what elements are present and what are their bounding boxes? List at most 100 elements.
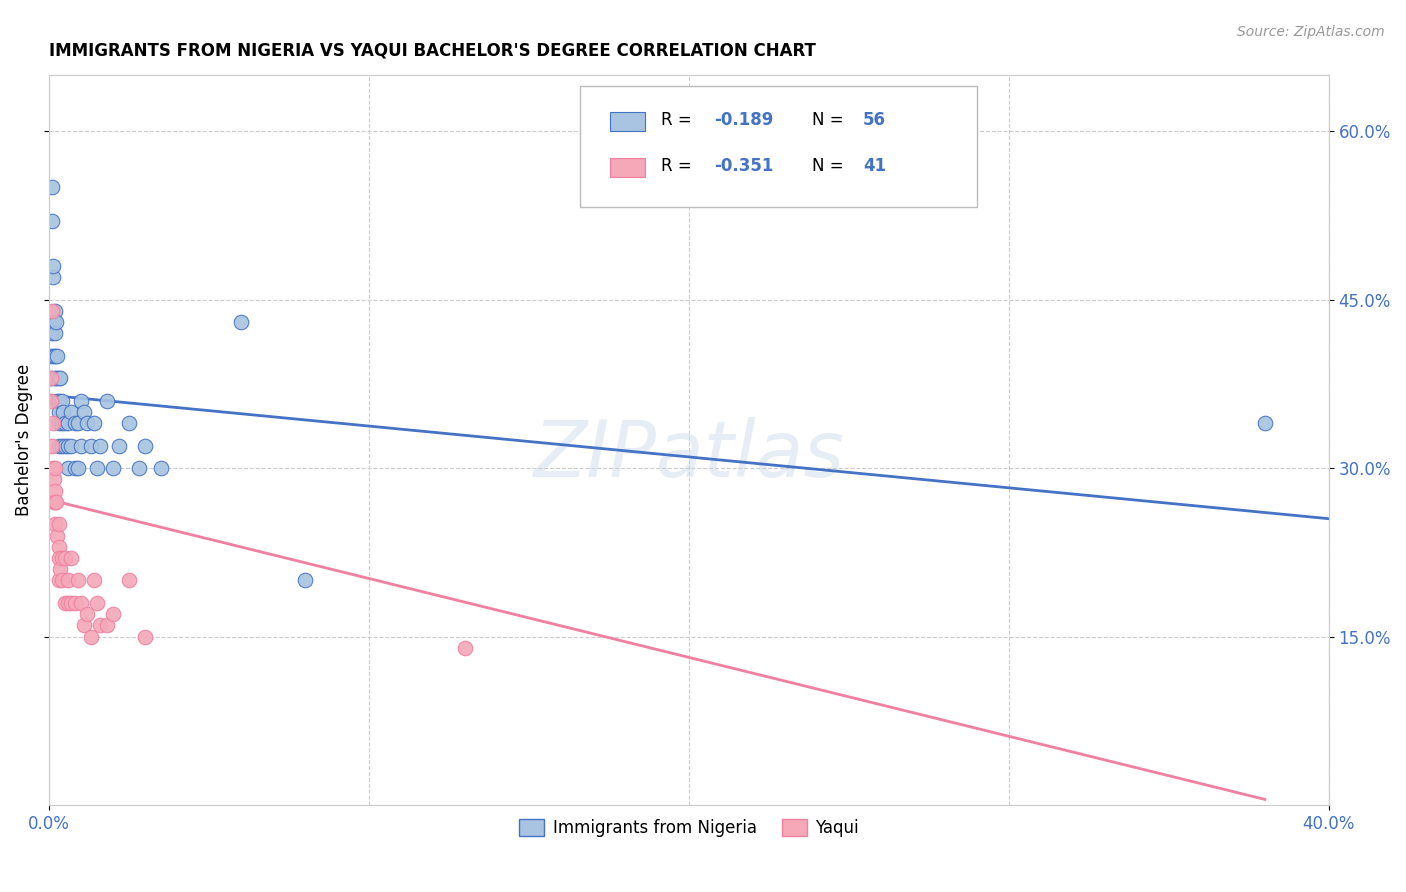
Text: 56: 56	[863, 112, 886, 129]
Point	[42, 461, 65, 475]
Point	[44, 461, 66, 475]
Point	[39, 349, 62, 363]
Point	[44, 517, 66, 532]
Point	[48, 551, 70, 566]
Point	[51, 417, 73, 431]
Point	[60, 439, 83, 453]
Text: IMMIGRANTS FROM NIGERIA VS YAQUI BACHELOR'S DEGREE CORRELATION CHART: IMMIGRANTS FROM NIGERIA VS YAQUI BACHELO…	[49, 42, 815, 60]
Point	[108, 439, 131, 453]
Point	[49, 562, 72, 576]
Point	[48, 517, 70, 532]
Point	[66, 417, 89, 431]
Point	[39, 371, 62, 385]
Point	[41, 180, 63, 194]
Point	[134, 439, 156, 453]
Point	[48, 439, 70, 453]
Point	[83, 574, 105, 588]
Point	[45, 495, 67, 509]
Point	[48, 371, 70, 385]
Bar	[610, 158, 645, 177]
Point	[60, 551, 83, 566]
Point	[101, 461, 124, 475]
Point	[42, 495, 65, 509]
Point	[42, 472, 65, 486]
Point	[118, 417, 141, 431]
Text: N =: N =	[811, 157, 849, 176]
Point	[51, 439, 73, 453]
Point	[70, 393, 93, 408]
Point	[44, 304, 66, 318]
Point	[76, 607, 98, 621]
Point	[51, 393, 73, 408]
Point	[42, 270, 65, 285]
Point	[56, 596, 79, 610]
Point	[46, 393, 69, 408]
Point	[63, 461, 86, 475]
Point	[134, 630, 156, 644]
Point	[45, 315, 67, 329]
Point	[48, 417, 70, 431]
Point	[73, 405, 96, 419]
Point	[41, 326, 63, 341]
Point	[42, 349, 65, 363]
Point	[79, 439, 101, 453]
Text: N =: N =	[811, 112, 849, 129]
Point	[56, 461, 79, 475]
Point	[42, 315, 65, 329]
Point	[1254, 417, 1277, 431]
Point	[76, 417, 98, 431]
Point	[454, 640, 477, 655]
Point	[63, 596, 86, 610]
Point	[294, 574, 316, 588]
Point	[41, 214, 63, 228]
Point	[48, 393, 70, 408]
Point	[66, 461, 89, 475]
Point	[66, 574, 89, 588]
Point	[39, 393, 62, 408]
Point	[41, 304, 63, 318]
Legend: Immigrants from Nigeria, Yaqui: Immigrants from Nigeria, Yaqui	[513, 813, 865, 844]
Text: R =: R =	[661, 112, 697, 129]
Point	[44, 495, 66, 509]
Point	[60, 405, 83, 419]
Point	[128, 461, 150, 475]
Point	[83, 417, 105, 431]
Point	[53, 439, 76, 453]
Point	[63, 417, 86, 431]
Text: ZIPatlas: ZIPatlas	[533, 417, 845, 492]
Bar	[610, 112, 645, 130]
Point	[44, 326, 66, 341]
Text: R =: R =	[661, 157, 697, 176]
Point	[51, 574, 73, 588]
Point	[86, 461, 108, 475]
Point	[42, 417, 65, 431]
Point	[49, 371, 72, 385]
Point	[56, 417, 79, 431]
Point	[149, 461, 172, 475]
Point	[53, 417, 76, 431]
Point	[48, 540, 70, 554]
Text: 41: 41	[863, 157, 886, 176]
Point	[39, 371, 62, 385]
Point	[52, 405, 75, 419]
Point	[44, 483, 66, 498]
Point	[41, 439, 63, 453]
Point	[46, 528, 69, 542]
Point	[60, 596, 83, 610]
Point	[44, 349, 66, 363]
Point	[79, 630, 101, 644]
Point	[96, 393, 118, 408]
Point	[56, 574, 79, 588]
Point	[118, 574, 141, 588]
Point	[56, 439, 79, 453]
Text: -0.189: -0.189	[714, 112, 773, 129]
Point	[96, 618, 118, 632]
Point	[51, 551, 73, 566]
Point	[89, 618, 111, 632]
Point	[42, 259, 65, 273]
Point	[89, 439, 111, 453]
Point	[229, 315, 252, 329]
Point	[70, 439, 93, 453]
Point	[53, 596, 76, 610]
Point	[53, 551, 76, 566]
